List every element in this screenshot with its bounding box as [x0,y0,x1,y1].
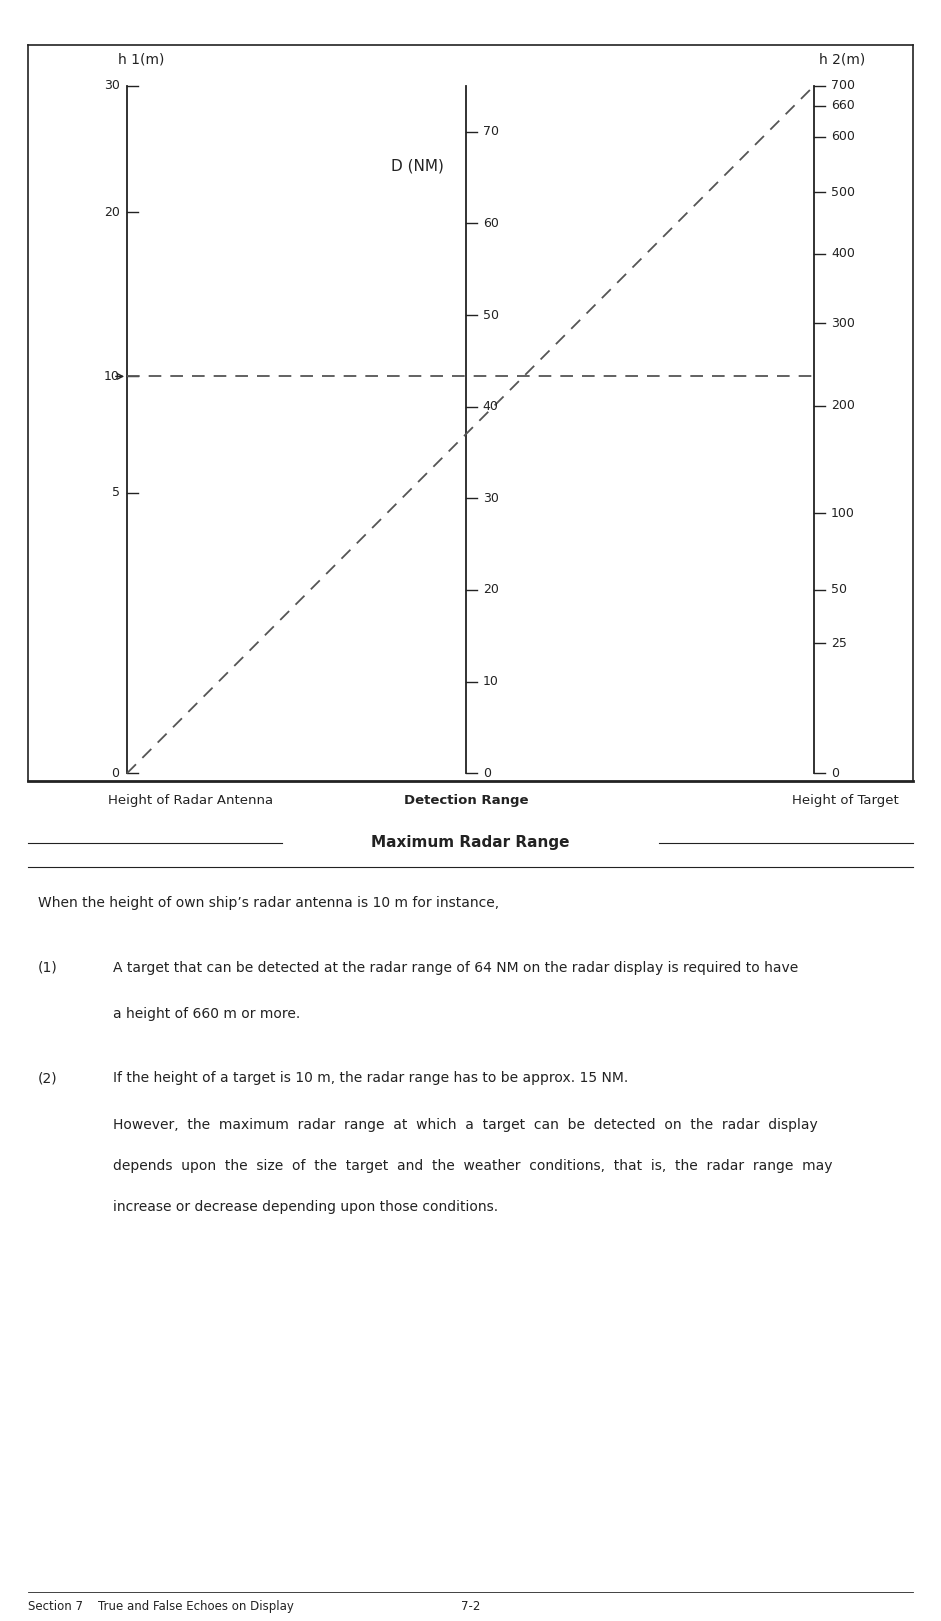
Text: 600: 600 [831,130,854,143]
Text: 10: 10 [104,370,120,383]
Text: 20: 20 [483,584,499,597]
Text: 25: 25 [831,637,847,650]
Text: If the height of a target is 10 m, the radar range has to be approx. 15 NM.: If the height of a target is 10 m, the r… [113,1071,629,1084]
Text: Maximum Radar Range: Maximum Radar Range [372,835,569,851]
Text: 0: 0 [483,767,491,780]
Text: 70: 70 [483,125,499,138]
Text: a height of 660 m or more.: a height of 660 m or more. [113,1007,300,1021]
Text: Detection Range: Detection Range [404,794,528,807]
Text: 20: 20 [104,206,120,219]
Text: 5: 5 [111,486,120,499]
Text: 500: 500 [831,186,855,199]
Text: A target that can be detected at the radar range of 64 NM on the radar display i: A target that can be detected at the rad… [113,961,798,974]
Text: 50: 50 [831,584,847,597]
Text: When the height of own ship’s radar antenna is 10 m for instance,: When the height of own ship’s radar ante… [38,896,499,911]
Text: h 2(m): h 2(m) [819,52,865,66]
Text: 0: 0 [831,767,839,780]
Text: 30: 30 [483,491,499,504]
Text: 0: 0 [111,767,120,780]
Text: 700: 700 [831,79,855,92]
Text: Height of Radar Antenna: Height of Radar Antenna [108,794,273,807]
Text: 7-2: 7-2 [461,1600,480,1613]
Text: 40: 40 [483,400,499,413]
Text: Section 7    True and False Echoes on Display: Section 7 True and False Echoes on Displ… [28,1600,295,1613]
Text: 400: 400 [831,246,854,259]
Text: 660: 660 [831,99,854,112]
Text: Height of Target: Height of Target [792,794,899,807]
Text: 10: 10 [483,674,499,687]
Text: 300: 300 [831,316,854,329]
Text: 200: 200 [831,399,854,412]
Text: However,  the  maximum  radar  range  at  which  a  target  can  be  detected  o: However, the maximum radar range at whic… [113,1117,818,1131]
Text: D (NM): D (NM) [391,159,443,173]
Text: (2): (2) [38,1071,57,1084]
Text: depends  upon  the  size  of  the  target  and  the  weather  conditions,  that : depends upon the size of the target and … [113,1159,833,1172]
Text: 100: 100 [831,507,854,520]
Text: 60: 60 [483,217,499,230]
Text: h 1(m): h 1(m) [118,52,164,66]
Text: increase or decrease depending upon those conditions.: increase or decrease depending upon thos… [113,1200,498,1214]
Text: 30: 30 [104,79,120,92]
Text: 50: 50 [483,308,499,321]
Text: (1): (1) [38,961,57,974]
